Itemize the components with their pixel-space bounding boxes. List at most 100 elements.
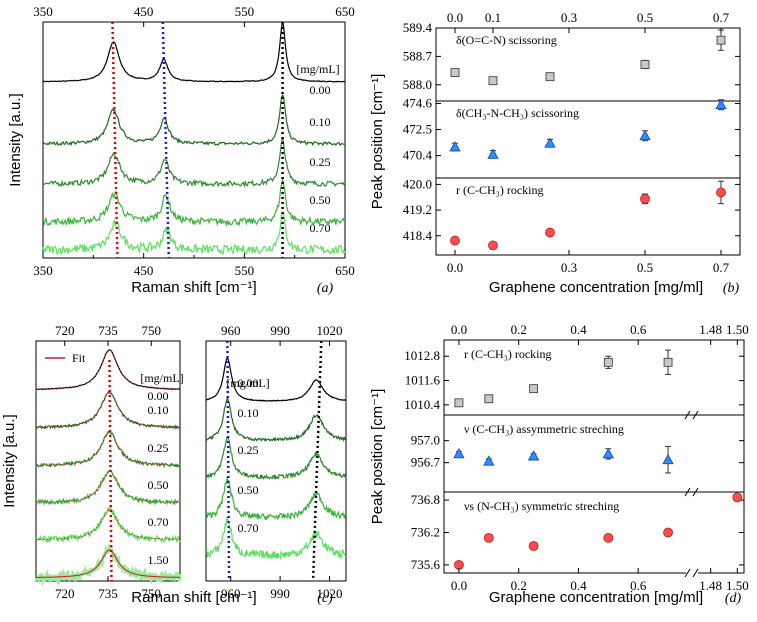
panel-b-ytick-label: 588.0 [403,77,432,92]
panel-c-right-series-label: 0.70 [238,521,259,535]
panel-c-left-series-0.50 [35,469,181,507]
panel-a-series-label: 0.50 [310,193,331,207]
panel-a-series-label: 0.00 [310,83,331,97]
panel-c-left-fit [36,470,180,503]
panel-c-left-series-label: 0.25 [148,441,169,455]
panel-c-right-marker-line-2 [311,340,323,582]
panel-c-right-legend-title: [mg/mL] [226,376,269,390]
panel-a-xtick-label: 450 [134,263,154,278]
panel-c-left-series-0.70 [35,505,181,544]
panel-d-subplot-label: ν (C-CH₃) assymmetric streching [464,422,624,436]
panel-d-xlabel: Graphene concentration [mg/ml] [489,589,703,606]
panel-b-label: (b) [723,281,740,296]
panel-d-xtick-top-label: 0.4 [570,322,587,337]
panel-a-series-label: 0.10 [310,115,331,129]
panel-b-ylabel: Peak position [cm⁻¹] [369,74,386,209]
panel-d-point [529,384,539,394]
panel-c-right-marker-line [226,340,231,582]
panel-b-point [716,35,726,45]
panel-a-xtick-top-label: 650 [335,4,355,19]
panel-b-point [715,98,727,110]
panel-b-point [545,72,555,82]
panel-d-ytick-label: 956.7 [411,455,441,470]
panel-d-point [662,453,674,465]
panel-d-ylabel: Peak position [cm⁻¹] [369,389,386,524]
panel-b-ytick-label: 470.4 [403,148,433,163]
panel-d-point [663,357,673,367]
panel-c-right-xtick-label: 960 [221,586,241,601]
panel-b-point [488,240,498,251]
panel-d-point [527,450,540,461]
panel-a-series-0.00 [42,21,346,83]
panel-b-point [450,235,460,246]
panel-b-ytick-label: 588.7 [403,48,433,63]
panel-b-xtick-label: 0.7 [713,260,730,275]
panel-c-legend-title: [mg/mL] [140,371,183,385]
panel-c-right-series-label: 0.10 [238,406,259,420]
panel-b-point [716,187,726,198]
panel-d-subplot-label: r (C-CH₃) rocking [464,347,552,361]
panel-a-xlabel: Raman shift [cm⁻¹] [131,279,256,296]
panel-c-left-xtick-label: 735 [98,586,118,601]
panel-d-xtick-label: 0.6 [630,578,647,593]
panel-d-point [453,448,465,459]
panel-a-series-label: 0.70 [310,221,331,235]
panel-b-point [450,68,460,78]
panel-d-xtick-label: 0.4 [570,578,587,593]
panel-a-series-0.10 [42,93,346,147]
panel-c-left-fit [36,391,180,428]
panel-d-xtick-label: 0.0 [451,578,467,593]
panel-a-label: (a) [317,281,334,296]
panel-b-xtick-label: 0.5 [637,260,653,275]
panel-b-point [639,129,651,141]
panel-d-ytick-label: 1010.4 [404,397,440,412]
panel-d-ytick-label: 736.8 [411,492,440,507]
panel-b-point [545,227,555,238]
panel-c-ylabel: Intensity [a.u.] [1,414,18,507]
panel-d-xtick-label: 1.50 [726,578,749,593]
panel-d-xtick-top-label: 0.0 [451,322,467,337]
panel-b-point [449,141,461,152]
panel-a-xtick-top-label: 350 [33,4,53,19]
panel-c-right-series-0.10 [205,397,347,443]
panel-c-left-xtick-label: 750 [141,586,161,601]
panel-d-xtick-top-label: 1.50 [726,322,749,337]
panel-b-xtick-top-label: 0.7 [713,10,730,25]
panel-d-label: (d) [725,591,742,606]
panel-b-xlabel: Graphene concentration [mg/ml] [489,279,703,296]
panel-c-left-series-label: 0.50 [148,478,169,492]
panel-d-break-gap [686,569,698,577]
panel-c-left-series-label: 0.70 [148,515,169,529]
panel-d-point [603,533,614,543]
panel-d-point [454,398,464,408]
panel-d-ytick-label: 957.0 [411,433,440,448]
panel-d-point [603,357,613,367]
panel-c-left-xtick-top-label: 720 [55,323,75,338]
panel-d-ytick-label: 1011.6 [405,373,441,388]
panel-c-right-series-label: 0.50 [238,483,259,497]
panel-c-left-xtick-top-label: 735 [98,323,118,338]
panel-c-left-series-label: 0.10 [148,403,169,417]
panel-c-right-xtick-top-label: 960 [221,323,241,338]
panel-b-ytick-label: 472.5 [403,122,432,137]
panel-d-break-mark [692,568,699,578]
panel-c-right-xtick-top-label: 990 [270,323,290,338]
panel-a-xtick-label: 350 [33,263,53,278]
panel-a-legend-title: [mg/mL] [296,62,339,76]
panel-a-series-0.50 [42,179,346,227]
panel-d-break-mark [684,568,691,578]
panel-c-xlabel: Raman shift [cm⁻¹] [131,589,256,606]
panel-d-xtick-top-label: 0.6 [630,322,647,337]
panel-d-point [484,394,494,404]
panel-c-left-fit [36,509,180,540]
panel-a-series-label: 0.25 [310,155,331,169]
panel-c-right-xtick-top-label: 1020 [317,323,343,338]
panel-b-point [640,193,650,204]
panel-b-point [487,148,499,159]
panel-c-right-xtick-label: 990 [270,586,290,601]
panel-c-right-series-0.25 [205,436,347,480]
panel-b-xtick-top-label: 0.5 [637,10,653,25]
panel-d-point [483,455,495,466]
panel-b-point [544,137,556,148]
panel-d-xtick-label: 0.2 [511,578,527,593]
